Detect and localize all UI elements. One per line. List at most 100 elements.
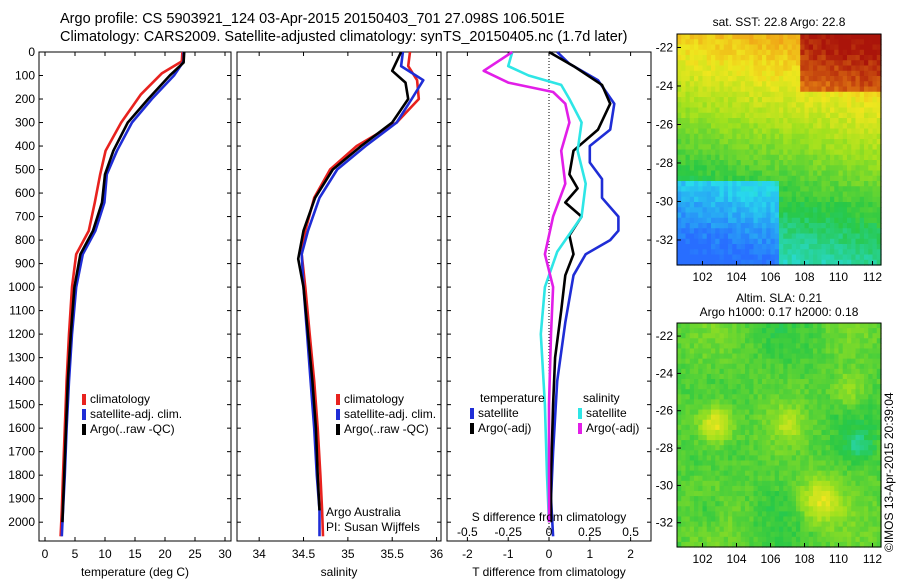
chart-title-line-2: Climatology: CARS2009. Satellite-adjuste… — [60, 29, 628, 45]
temperature-ytick-label: 900 — [15, 257, 35, 271]
chart-title-line-1: Argo profile: CS 5903921_124 03-Apr-2015… — [60, 11, 565, 27]
temperature-ytick-label: 1900 — [8, 492, 35, 506]
salinity-diff-tick-label: 0 — [546, 525, 553, 539]
sla-map-heatmap-cells — [677, 323, 882, 548]
temperature-legend-label: climatology — [90, 392, 150, 406]
salinity-legend-label: climatology — [344, 392, 404, 406]
difference-legend-label: satellite — [478, 406, 519, 420]
difference-panel — [446, 50, 652, 542]
salinity-legend-swatch — [336, 424, 340, 435]
temperature-ytick-label: 1000 — [8, 280, 35, 294]
sla-map-ytick-label: -28 — [656, 441, 674, 455]
temperature-ytick-label: 1700 — [8, 445, 35, 459]
temperature-ytick-label: 1200 — [8, 327, 35, 341]
sst-map-ytick-label: -24 — [656, 79, 674, 93]
sla-map-xtick-label: 110 — [829, 552, 848, 566]
salinity-legend-label: Argo(..raw -QC) — [344, 422, 429, 436]
sst-map-frame — [676, 33, 882, 266]
salinity-legend-swatch — [336, 394, 340, 405]
salinity-annotation: PI: Susan Wijffels — [326, 520, 420, 534]
sst-map-ytick-label: -26 — [656, 117, 674, 131]
temperature-ytick-label: 1300 — [8, 351, 35, 365]
salinity-xtick-label: 35.5 — [381, 547, 405, 561]
temperature-ytick-label: 1800 — [8, 468, 35, 482]
temperature-ytick-label: 1500 — [8, 398, 35, 412]
salinity-diff-tick-label: -0.25 — [495, 525, 523, 539]
temperature-xtick-label: 30 — [218, 547, 232, 561]
salinity-xtick-label: 34.5 — [292, 547, 316, 561]
salinity-series-1 — [300, 51, 425, 537]
temperature-ytick-label: 800 — [15, 233, 35, 247]
difference-xlabel: T difference from climatology — [472, 565, 626, 579]
sla-map-ytick-label: -26 — [656, 404, 674, 418]
salinity-annotation: Argo Australia — [326, 505, 401, 519]
difference-legend-swatch — [578, 423, 582, 434]
temperature-ytick-label: 1600 — [8, 421, 35, 435]
salinity-xlabel: salinity — [321, 565, 358, 579]
difference-xtick-label: -2 — [462, 547, 473, 561]
difference-legend-heading: temperature — [480, 391, 545, 405]
temperature-ytick-label: 300 — [15, 116, 35, 130]
difference-legend-label: Argo(-adj) — [478, 421, 531, 435]
difference-xtick-label: 1 — [586, 547, 593, 561]
difference-series-0 — [549, 51, 620, 537]
salinity-diff-xlabel: S difference from climatology — [472, 510, 627, 524]
copyright-watermark: ©IMOS 13-Apr-2015 20:39:04 — [882, 392, 896, 552]
temperature-xtick-label: 10 — [98, 547, 112, 561]
salinity-panel — [236, 51, 442, 542]
difference-xtick-label: 0 — [546, 547, 553, 561]
sla-map-subtitle: Argo h1000: 0.17 h2000: 0.18 — [700, 305, 859, 319]
sla-map-xtick-label: 104 — [726, 552, 746, 566]
temperature-legend-swatch — [82, 394, 86, 405]
sst-map-ytick-label: -28 — [656, 156, 674, 170]
difference-legend-label: Argo(-adj) — [586, 421, 639, 435]
temperature-legend-swatch — [82, 409, 86, 420]
sla-map-xtick-label: 112 — [863, 552, 882, 566]
temperature-ytick-label: 2000 — [8, 515, 35, 529]
difference-series-2 — [506, 51, 588, 523]
sla-map — [676, 322, 882, 548]
sst-map-xtick-label: 104 — [726, 270, 746, 284]
temperature-legend-swatch — [82, 424, 86, 435]
sst-map-heatmap-cells — [677, 34, 882, 266]
salinity-series-0 — [300, 51, 421, 537]
difference-legend-swatch — [470, 423, 474, 434]
salinity-diff-tick-label: 0.25 — [578, 525, 602, 539]
salinity-series-2 — [296, 51, 410, 511]
sst-map-xtick-label: 112 — [863, 270, 882, 284]
sst-map-xtick-label: 108 — [794, 270, 814, 284]
temperature-legend-label: Argo(..raw -QC) — [90, 422, 175, 436]
sst-map-ytick-label: -30 — [656, 194, 674, 208]
sst-map-xtick-label: 106 — [760, 270, 780, 284]
salinity-diff-tick-label: 0.5 — [622, 525, 639, 539]
difference-xtick-label: -1 — [503, 547, 514, 561]
temperature-ytick-label: 0 — [28, 45, 35, 59]
sst-map-xtick-label: 110 — [829, 270, 848, 284]
sla-map-ytick-label: -32 — [656, 516, 674, 530]
difference-series-1 — [548, 50, 612, 523]
difference-xtick-label: 2 — [627, 547, 634, 561]
salinity-diff-tick-label: -0.5 — [457, 525, 478, 539]
difference-legend-heading: salinity — [583, 391, 620, 405]
temperature-series-2 — [61, 51, 186, 523]
difference-legend-label: satellite — [586, 406, 627, 420]
sst-map-xtick-label: 102 — [692, 270, 712, 284]
temperature-ytick-label: 600 — [15, 186, 35, 200]
sla-map-ytick-label: -22 — [656, 329, 674, 343]
difference-legend-swatch — [578, 408, 582, 419]
sla-map-xtick-label: 108 — [794, 552, 814, 566]
salinity-xtick-label: 34 — [252, 547, 266, 561]
salinity-legend-label: satellite-adj. clim. — [344, 407, 436, 421]
difference-series-3 — [482, 50, 571, 523]
temperature-ytick-label: 1400 — [8, 374, 35, 388]
temperature-ytick-label: 500 — [15, 163, 35, 177]
temperature-xtick-label: 20 — [158, 547, 172, 561]
difference-legend-swatch — [470, 408, 474, 419]
sla-map-title: Altim. SLA: 0.21 — [736, 291, 822, 305]
sla-map-xtick-label: 102 — [692, 552, 712, 566]
temperature-ytick-label: 700 — [15, 210, 35, 224]
salinity-xtick-label: 36 — [430, 547, 444, 561]
